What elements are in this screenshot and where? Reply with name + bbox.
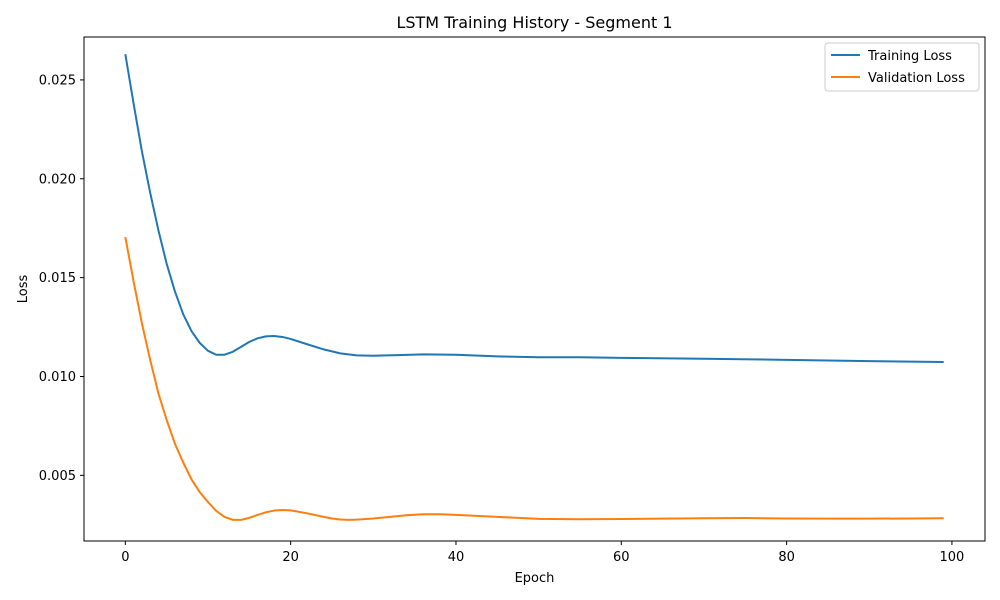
chart-title: LSTM Training History - Segment 1: [396, 13, 672, 32]
y-tick-label: 0.015: [39, 271, 76, 286]
y-axis-label: Loss: [16, 275, 31, 304]
x-tick-label: 20: [282, 550, 299, 565]
series-line-validation-loss: [124, 236, 944, 521]
x-tick-label: 100: [940, 550, 965, 565]
plot-frame: [83, 36, 986, 542]
x-axis-label: Epoch: [515, 571, 555, 586]
x-tick-label: 80: [778, 550, 795, 565]
x-tick-label: 40: [448, 550, 465, 565]
y-tick-label: 0.010: [39, 370, 76, 385]
y-tick-label: 0.005: [39, 469, 76, 484]
legend: Training Loss Validation Loss: [824, 42, 980, 92]
y-axis-ticks: 0.005 0.010 0.015 0.020 0.025: [39, 73, 84, 484]
legend-label-training-loss: Training Loss: [867, 49, 952, 64]
legend-label-validation-loss: Validation Loss: [868, 71, 965, 86]
x-axis-ticks: 0 20 40 60 80 100: [121, 541, 964, 565]
series-line-training-loss: [124, 54, 944, 364]
plot-area: [84, 37, 985, 541]
x-tick-label: 60: [613, 550, 630, 565]
axes-layer: [83, 36, 986, 542]
series-layer: [124, 54, 944, 521]
legend-box: [824, 42, 980, 92]
y-tick-label: 0.025: [39, 73, 76, 88]
y-tick-label: 0.020: [39, 172, 76, 187]
x-tick-label: 0: [121, 550, 129, 565]
